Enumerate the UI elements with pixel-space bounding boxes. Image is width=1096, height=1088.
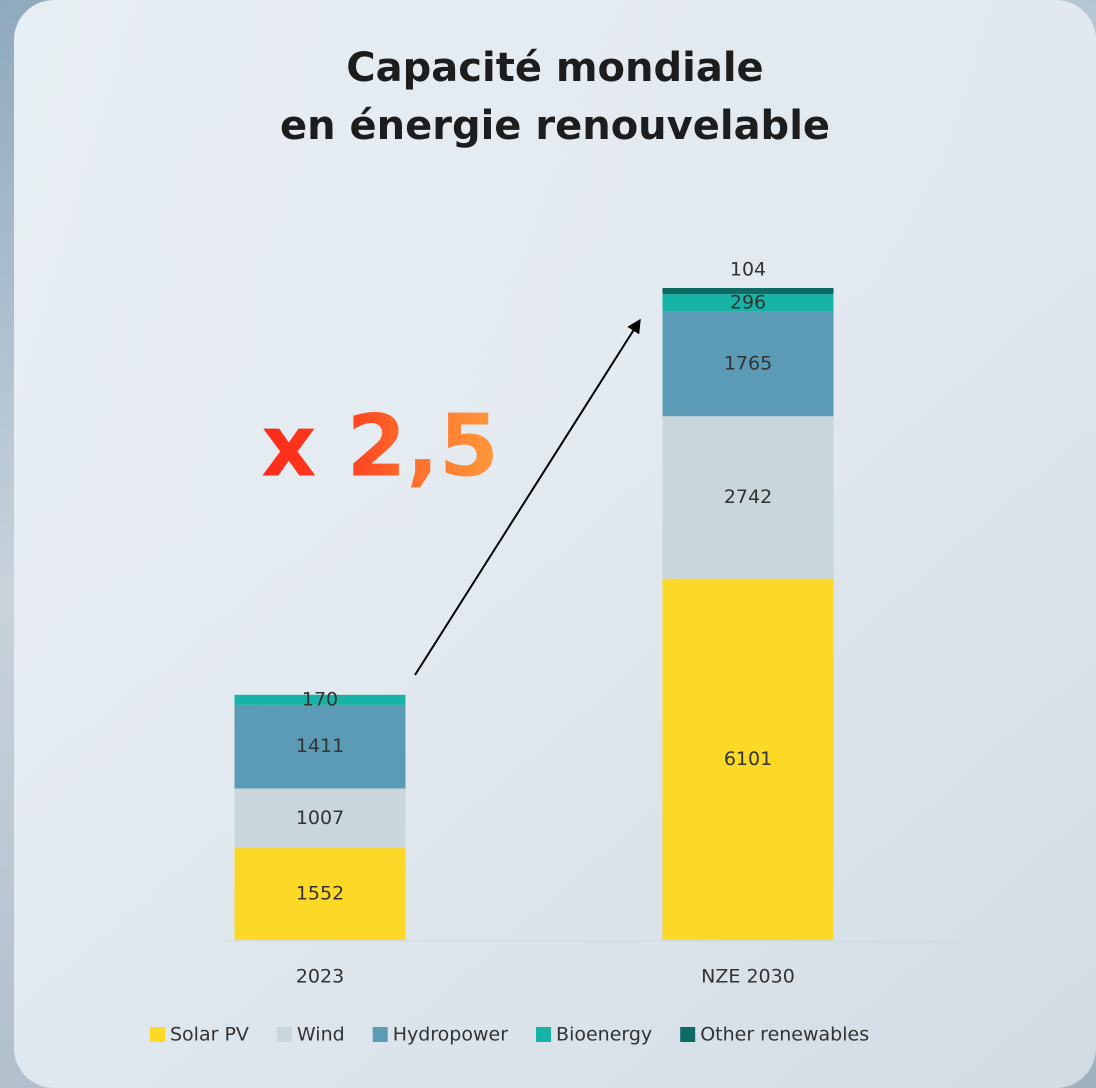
x-tick-label: NZE 2030 [701,966,795,988]
legend-label: Hydropower [393,1024,509,1046]
bar-segment [662,294,834,312]
annotation: x 2,5 [261,396,499,496]
legend-label: Other renewables [700,1024,869,1046]
value-label: 1765 [724,352,772,374]
legend-swatch [276,1027,292,1042]
legend-label: Bioenergy [556,1024,652,1046]
legend-label: Solar PV [170,1024,249,1046]
legend-swatch [150,1027,165,1042]
bar-segment [662,288,834,295]
value-label: 104 [730,259,766,281]
legend-swatch [680,1027,696,1042]
bar-segment [234,788,406,849]
bar-segment [234,848,406,940]
bar-segment [662,311,834,417]
value-label: 296 [730,291,766,313]
bar-segment [234,694,406,705]
chart-title: en énergie renouvelable [280,103,830,149]
value-label: 1411 [296,735,344,757]
x-tick-label: 2023 [296,966,344,988]
value-label: 2742 [724,486,772,508]
value-label: 1007 [296,807,344,829]
bar-segment [662,416,834,579]
value-label: 170 [302,688,338,710]
value-label: 6101 [724,748,772,770]
legend-swatch [536,1027,552,1042]
value-label: 1552 [296,883,344,905]
bar-segment [234,704,406,789]
legend-label: Wind [297,1024,345,1046]
legend-swatch [372,1027,388,1042]
growth-arrow [414,318,641,676]
bar-segment [662,578,834,940]
card [14,0,1096,1088]
chart-title: Capacité mondiale [346,45,763,91]
